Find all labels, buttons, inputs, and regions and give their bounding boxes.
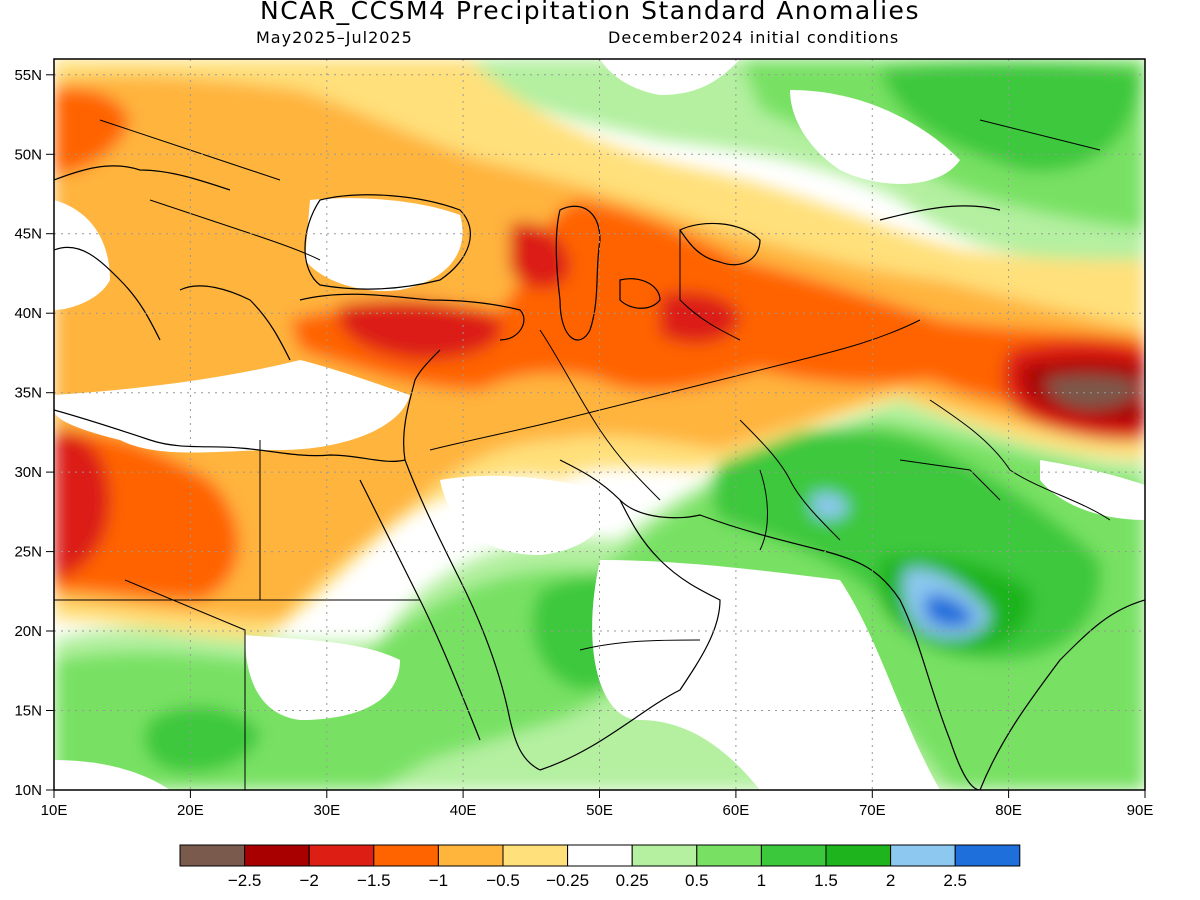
colorbar-swatch — [825, 844, 892, 867]
lat-tick-label: 40N — [14, 305, 42, 322]
colorbar-label: 0.5 — [685, 871, 709, 890]
colorbar-label: −1.5 — [357, 871, 391, 890]
lat-tick-label: 45N — [14, 226, 42, 243]
axis-ticks — [46, 74, 1146, 798]
lon-tick-label: 50E — [586, 802, 613, 819]
colorbar-label: −1 — [429, 871, 448, 890]
lon-tick-label: 60E — [723, 802, 750, 819]
neutral-region — [592, 560, 940, 790]
colorbar-label: 2 — [886, 871, 895, 890]
lat-tick-label: 10N — [14, 782, 42, 799]
colorbar-swatch — [954, 844, 1021, 867]
anomaly-region — [880, 62, 1140, 172]
colorbar-swatch — [308, 844, 375, 867]
neutral-region — [790, 90, 960, 184]
anomaly-region — [1045, 375, 1140, 409]
lat-tick-label: 20N — [14, 623, 42, 640]
anomaly-region — [812, 492, 849, 520]
lat-tick-label: 50N — [14, 146, 42, 163]
colorbar-label: 1 — [757, 871, 766, 890]
neutral-region — [54, 760, 170, 790]
colorbar-swatch — [631, 844, 698, 867]
colorbar-label: −2 — [300, 871, 319, 890]
initial-conditions: December2024 initial conditions — [608, 28, 900, 47]
colorbar-swatch — [890, 844, 956, 867]
colorbar-label: −0.25 — [546, 871, 589, 890]
neutral-region — [245, 635, 400, 720]
map-title: NCAR_CCSM4 Precipitation Standard Anomal… — [260, 0, 920, 25]
colorbar-label: 0.25 — [616, 871, 649, 890]
lon-tick-label: 40E — [450, 802, 477, 819]
lon-tick-label: 20E — [177, 802, 204, 819]
lat-tick-label: 55N — [14, 67, 42, 84]
colorbar-labels: −2.5 −2 −1.5 −1 −0.5 −0.25 0.25 0.5 1 1.5 2 2.5 — [228, 871, 967, 890]
lat-tick-label: 25N — [14, 544, 42, 561]
colorbar-label: 1.5 — [814, 871, 838, 890]
colorbar-swatch — [179, 844, 246, 867]
lat-tick-label: 35N — [14, 385, 42, 402]
colorbar-swatches — [179, 844, 1021, 867]
anomaly-field — [54, 59, 1145, 790]
gridlines — [54, 59, 1145, 790]
country-borders — [54, 119, 1111, 790]
colorbar: −2.5 −2 −1.5 −1 −0.5 −0.25 0.25 0.5 1 1.5 2 2.5 — [179, 844, 1021, 890]
neutral-region — [600, 59, 740, 95]
anomaly-region — [925, 594, 975, 628]
colorbar-swatch — [696, 844, 762, 867]
neutral-region — [54, 360, 410, 453]
lon-axis: 10E 20E 30E 40E 50E 60E 70E 80E 90E — [41, 802, 1154, 819]
colorbar-label: −2.5 — [228, 871, 262, 890]
anomaly-region — [510, 222, 570, 289]
lat-axis: 10N 15N 20N 25N 30N 35N 40N 45N 50N 55N — [14, 67, 42, 799]
lat-tick-label: 15N — [14, 703, 42, 720]
colorbar-swatch — [244, 844, 310, 867]
colorbar-label: 2.5 — [943, 871, 967, 890]
anomaly-region — [144, 706, 260, 773]
colorbar-swatch — [760, 844, 827, 867]
colorbar-swatch — [373, 844, 439, 867]
coastlines — [54, 165, 1145, 790]
lon-tick-label: 10E — [41, 802, 68, 819]
lon-tick-label: 70E — [859, 802, 886, 819]
neutral-region — [1040, 460, 1145, 520]
colorbar-swatch — [502, 844, 569, 867]
anomaly-region — [54, 430, 110, 580]
forecast-period: May2025–Jul2025 — [256, 28, 413, 47]
neutral-region — [440, 475, 607, 555]
lon-tick-label: 80E — [995, 802, 1022, 819]
lat-tick-label: 30N — [14, 464, 42, 481]
anomaly-region — [54, 88, 130, 175]
colorbar-swatch — [567, 844, 633, 867]
colorbar-swatch — [437, 844, 504, 867]
neutral-region — [305, 198, 463, 291]
colorbar-label: −0.5 — [486, 871, 520, 890]
lon-tick-label: 90E — [1127, 802, 1154, 819]
anomaly-region — [338, 300, 502, 360]
lon-tick-label: 30E — [313, 802, 340, 819]
neutral-region — [54, 200, 110, 310]
